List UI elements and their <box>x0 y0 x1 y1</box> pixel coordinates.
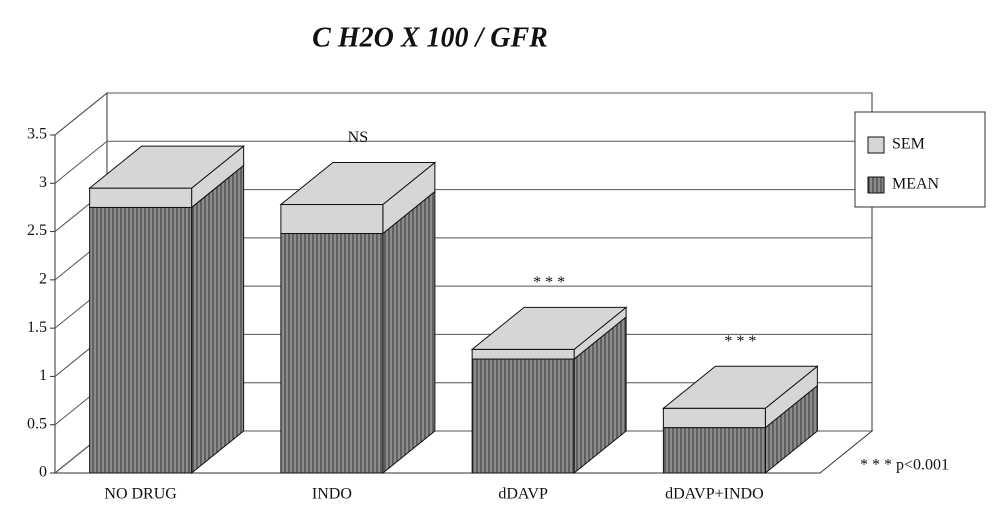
legend-swatch <box>867 136 885 154</box>
bar <box>471 348 575 360</box>
y-tick-label: 3.5 <box>27 126 47 143</box>
chart-title: C H2O X 100 / GFR <box>312 22 548 53</box>
y-tick-label: 0.5 <box>27 415 47 432</box>
legend-swatch <box>867 176 885 194</box>
y-tick-label: 3 <box>39 174 47 191</box>
legend: SEM MEAN <box>854 111 986 208</box>
bar <box>89 206 193 474</box>
bar-side <box>382 190 436 475</box>
bar <box>662 427 766 474</box>
note: * * * p<0.001 <box>860 457 949 474</box>
bar <box>662 407 766 429</box>
grid-line <box>54 92 108 136</box>
bar-top <box>470 306 628 350</box>
x-tick-label: NO DRUG <box>104 486 177 503</box>
bar <box>280 204 384 235</box>
legend-label: MEAN <box>892 176 940 193</box>
bar-top <box>88 145 246 189</box>
bar-top <box>279 162 437 206</box>
bar <box>471 358 575 474</box>
annotation: * * * <box>724 333 756 350</box>
bar <box>89 187 193 208</box>
annotation: * * * <box>533 274 565 291</box>
y-tick-label: 2.5 <box>27 222 47 239</box>
y-tick-label: 1 <box>39 367 47 384</box>
annotation: NS <box>348 129 368 146</box>
bar <box>280 233 384 474</box>
grid-line <box>54 140 108 184</box>
bar-top <box>661 365 819 409</box>
y-tick-label: 2 <box>39 271 47 288</box>
x-tick-label: INDO <box>312 486 352 503</box>
bar-side <box>191 164 245 475</box>
y-tick-label: 1.5 <box>27 319 47 336</box>
x-tick-label: dDAVP <box>498 486 548 503</box>
y-tick-label: 0 <box>39 464 47 481</box>
legend-label: SEM <box>892 136 925 153</box>
x-tick-label: dDAVP+INDO <box>665 486 764 503</box>
